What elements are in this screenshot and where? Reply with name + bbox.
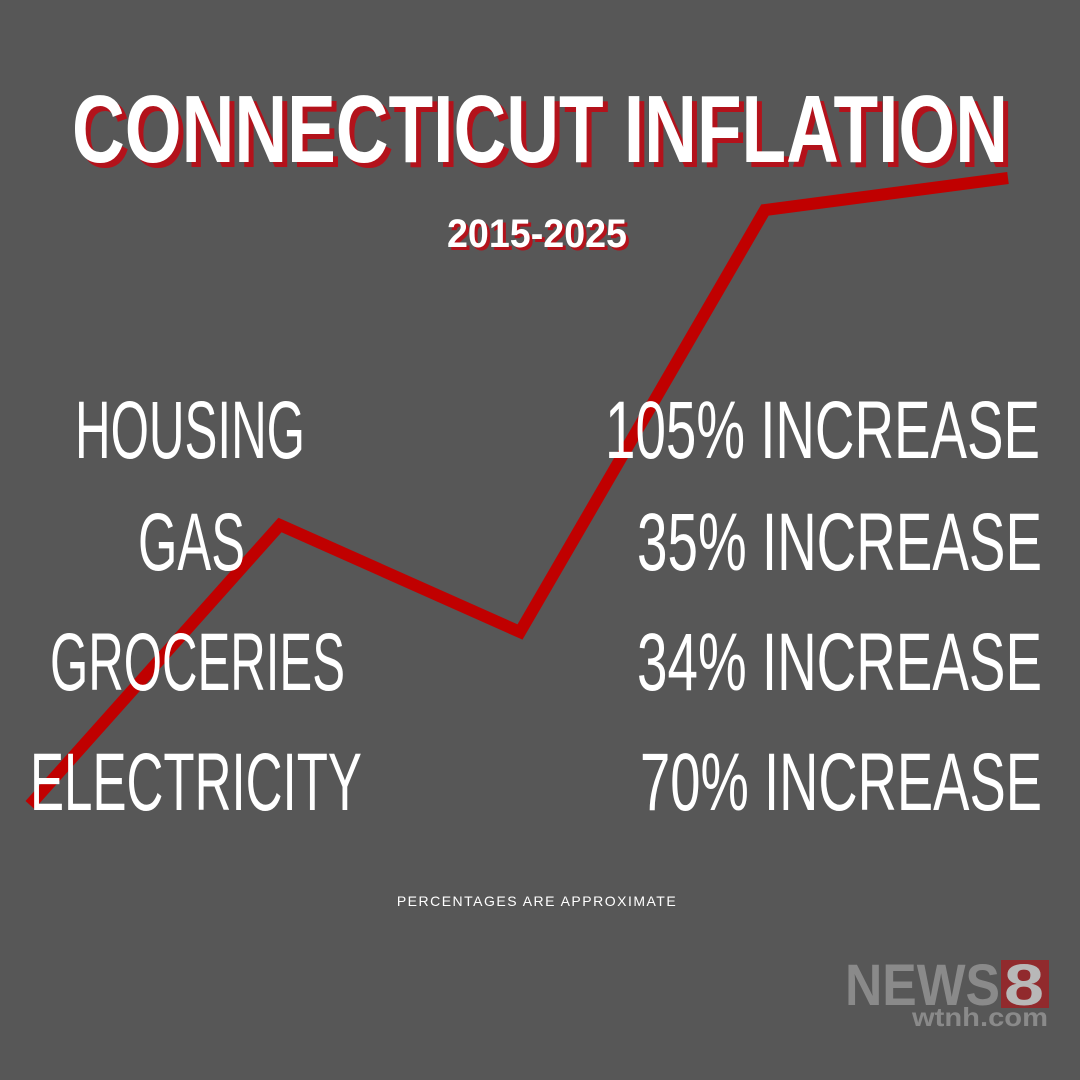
logo: NEWS 8 wtnh.com bbox=[845, 953, 1049, 1032]
logo-box bbox=[1001, 960, 1049, 1008]
decorative-trend-line bbox=[25, 172, 1009, 809]
logo-url: wtnh.com bbox=[911, 1002, 1048, 1032]
item-change: 70% INCREASE bbox=[640, 737, 1042, 828]
item-label: ELECTRICITY bbox=[30, 737, 362, 828]
logo-number: 8 bbox=[1004, 953, 1044, 1018]
footnote: PERCENTAGES ARE APPROXIMATE bbox=[397, 893, 677, 909]
item-change: 105% INCREASE bbox=[605, 385, 1040, 476]
title: CONNECTICUT INFLATION bbox=[72, 76, 1008, 183]
item-label: GROCERIES bbox=[50, 617, 345, 708]
item-label: GAS bbox=[138, 497, 245, 588]
item-change: 34% INCREASE bbox=[637, 617, 1042, 708]
logo-text: NEWS bbox=[845, 953, 1000, 1018]
subtitle: 2015-2025 bbox=[447, 212, 627, 256]
item-label: HOUSING bbox=[75, 385, 305, 476]
item-change: 35% INCREASE bbox=[637, 497, 1042, 588]
